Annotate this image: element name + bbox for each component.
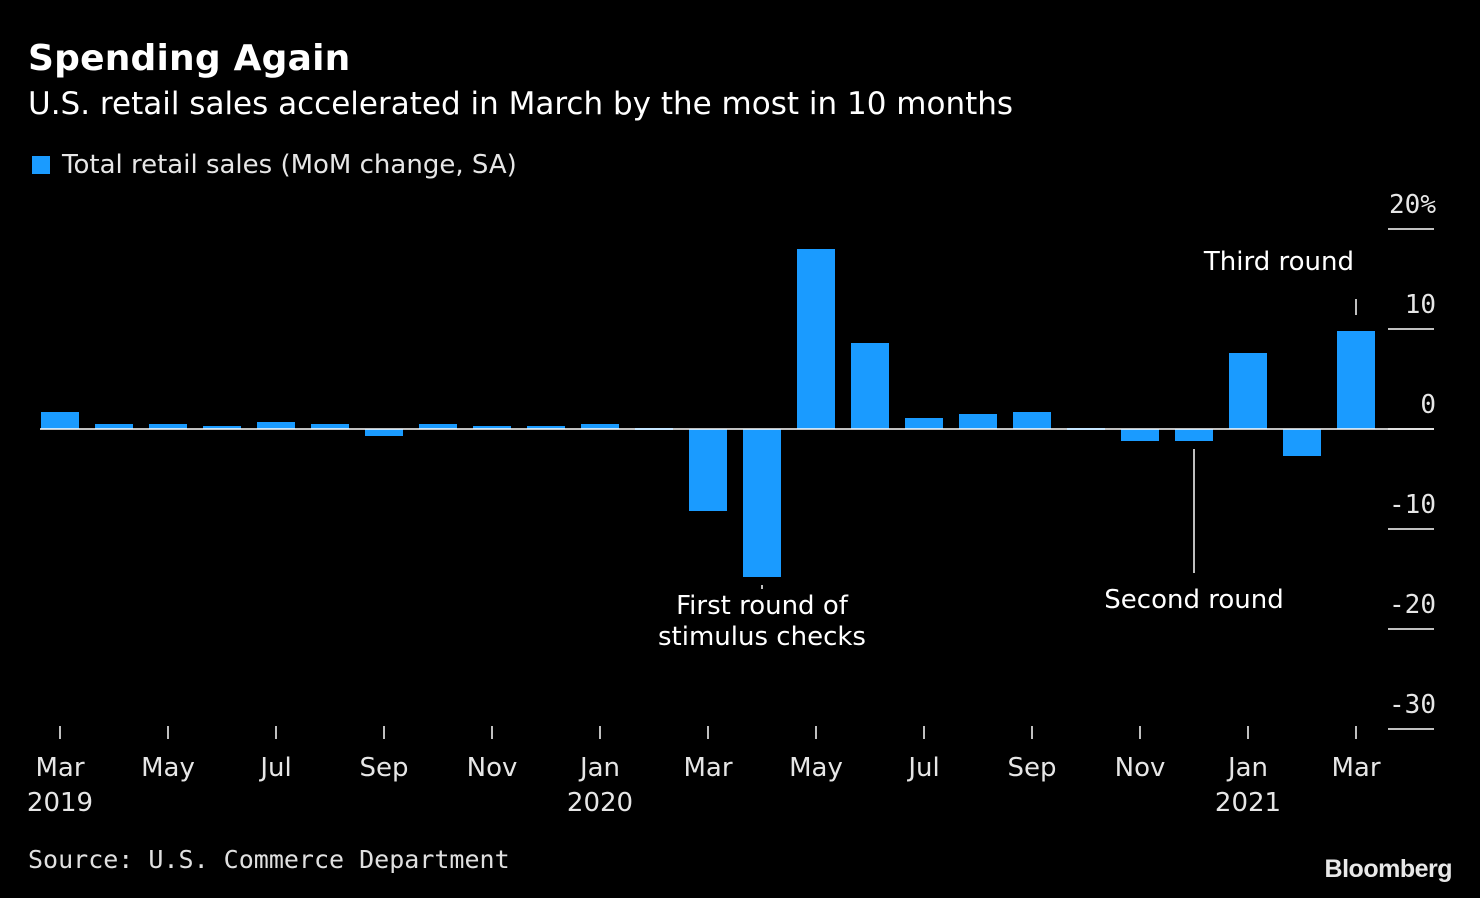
bar	[473, 426, 511, 429]
bar	[365, 429, 403, 436]
y-tick-label: -20	[1389, 590, 1436, 620]
x-tick-label: Jan	[578, 753, 620, 783]
bar	[1013, 412, 1051, 429]
x-tick-year: 2019	[27, 788, 93, 818]
bar	[1337, 331, 1375, 429]
x-tick-label: Nov	[1115, 753, 1166, 783]
bar	[1283, 429, 1321, 456]
bar	[41, 412, 79, 429]
chart-subtitle: U.S. retail sales accelerated in March b…	[28, 86, 1014, 122]
x-tick-label: Mar	[1331, 753, 1380, 783]
x-tick-label: Sep	[359, 753, 408, 783]
y-tick-label: -10	[1389, 490, 1436, 520]
annotation-label: Second round	[1104, 585, 1283, 615]
brand-logo: Bloomberg	[1324, 855, 1453, 883]
y-tick-label: 10	[1405, 290, 1436, 320]
bar	[149, 424, 187, 429]
bar	[1229, 353, 1267, 429]
x-tick-label: Nov	[467, 753, 518, 783]
x-tick-year: 2021	[1215, 788, 1281, 818]
y-tick-label: 0	[1420, 390, 1436, 420]
x-tick-label: May	[789, 753, 843, 783]
annotation-label: First round of	[676, 591, 849, 621]
y-tick-label: 20%	[1389, 190, 1436, 220]
x-tick-label: Jul	[906, 753, 939, 783]
legend-swatch	[32, 156, 50, 174]
bar	[797, 249, 835, 429]
legend: Total retail sales (MoM change, SA)	[32, 150, 517, 180]
x-tick-label: Jan	[1226, 753, 1268, 783]
x-tick-label: May	[141, 753, 195, 783]
annotation-label: Third round	[1203, 247, 1354, 277]
x-tick-label: Sep	[1007, 753, 1056, 783]
x-tick-label: Jul	[258, 753, 291, 783]
bar	[905, 418, 943, 429]
bar	[959, 414, 997, 429]
source-note: Source: U.S. Commerce Department	[28, 845, 510, 874]
legend-label: Total retail sales (MoM change, SA)	[62, 150, 517, 180]
annotation-label: stimulus checks	[658, 622, 866, 652]
bar	[203, 426, 241, 429]
bar	[95, 424, 133, 429]
x-tick-label: Mar	[35, 753, 84, 783]
chart-title: Spending Again	[28, 38, 351, 79]
bar	[581, 424, 619, 429]
bar	[419, 424, 457, 429]
bar	[743, 429, 781, 577]
bar	[527, 426, 565, 429]
x-tick-label: Mar	[683, 753, 732, 783]
bar	[311, 424, 349, 429]
x-tick-year: 2020	[567, 788, 633, 818]
bar	[689, 429, 727, 511]
bar	[1175, 429, 1213, 441]
y-tick-label: -30	[1389, 690, 1436, 720]
bar	[851, 343, 889, 429]
bar	[1121, 429, 1159, 441]
bar	[257, 422, 295, 429]
